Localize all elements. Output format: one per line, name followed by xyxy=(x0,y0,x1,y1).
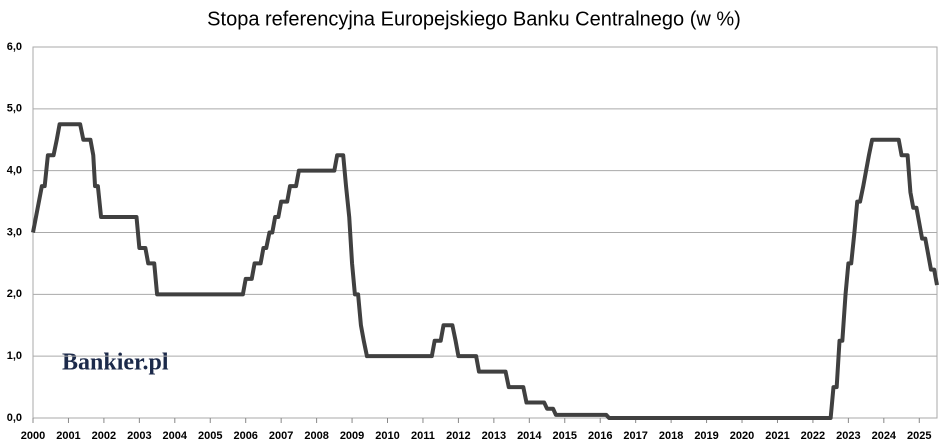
y-tick-label: 4,0 xyxy=(7,165,22,177)
x-tick-label: 2022 xyxy=(801,430,825,442)
x-tick-label: 2008 xyxy=(304,430,328,442)
x-tick-label: 2006 xyxy=(233,430,257,442)
x-tick-label: 2018 xyxy=(659,430,683,442)
y-tick-label: 5,0 xyxy=(7,103,22,115)
y-tick-label: 6,0 xyxy=(7,41,22,53)
x-tick-label: 2012 xyxy=(446,430,470,442)
x-tick-label: 2016 xyxy=(588,430,612,442)
x-tick-label: 2023 xyxy=(836,430,860,442)
y-tick-label: 1,0 xyxy=(7,350,22,362)
logo: Bankier.pl xyxy=(62,350,169,376)
x-tick-label: 2009 xyxy=(340,430,364,442)
x-tick-label: 2020 xyxy=(730,430,754,442)
data-line xyxy=(31,122,939,420)
x-tick-label: 2014 xyxy=(517,430,542,442)
x-tick-label: 2019 xyxy=(694,430,718,442)
y-tick-label: 0,0 xyxy=(7,412,22,424)
x-tick-label: 2010 xyxy=(375,430,399,442)
x-tick-label: 2003 xyxy=(127,430,151,442)
x-tick-label: 2025 xyxy=(907,430,931,442)
y-tick-label: 2,0 xyxy=(7,288,22,300)
x-tick-label: 2007 xyxy=(269,430,293,442)
x-tick-label: 2017 xyxy=(623,430,647,442)
x-tick-label: 2024 xyxy=(872,430,897,442)
x-tick-label: 2005 xyxy=(198,430,222,442)
x-tick-label: 2001 xyxy=(56,430,80,442)
x-tick-label: 2011 xyxy=(411,430,435,442)
x-tick-label: 2015 xyxy=(553,430,577,442)
x-tick-label: 2013 xyxy=(482,430,506,442)
chart-title: Stopa referencyjna Europejskiego Banku C… xyxy=(207,8,741,30)
x-tick-label: 2002 xyxy=(92,430,116,442)
x-tick-label: 2021 xyxy=(765,430,789,442)
x-tick-label: 2000 xyxy=(21,430,45,442)
x-tick-label: 2004 xyxy=(163,430,188,442)
y-tick-label: 3,0 xyxy=(7,226,22,238)
